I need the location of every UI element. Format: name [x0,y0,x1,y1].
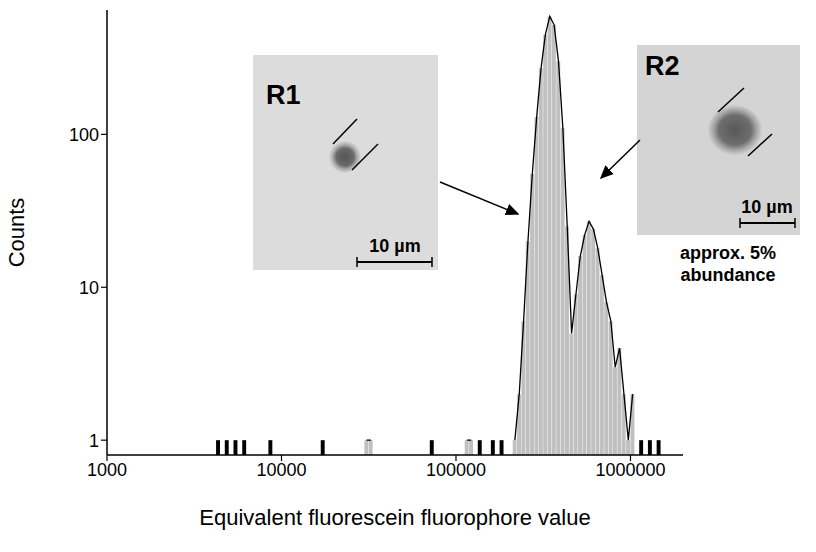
svg-text:1000000: 1000000 [595,460,665,480]
html-text:approx. 5% abundance: approx. 5% abundance [680,243,776,285]
svg-text:1000: 1000 [87,460,127,480]
svg-text:Counts: Counts [4,198,29,268]
svg-text:1: 1 [89,431,99,451]
svg-text:R2: R2 [645,51,680,81]
svg-text:R1: R1 [266,80,301,110]
svg-text:100000: 100000 [426,460,486,480]
svg-text:100: 100 [69,125,99,145]
svg-text:10000: 10000 [256,460,306,480]
svg-text:10: 10 [79,278,99,298]
svg-text:10 µm: 10 µm [741,197,792,217]
svg-text:Equivalent fluorescein fluorop: Equivalent fluorescein fluorophore value [199,505,590,530]
svg-text:10 µm: 10 µm [369,236,420,256]
